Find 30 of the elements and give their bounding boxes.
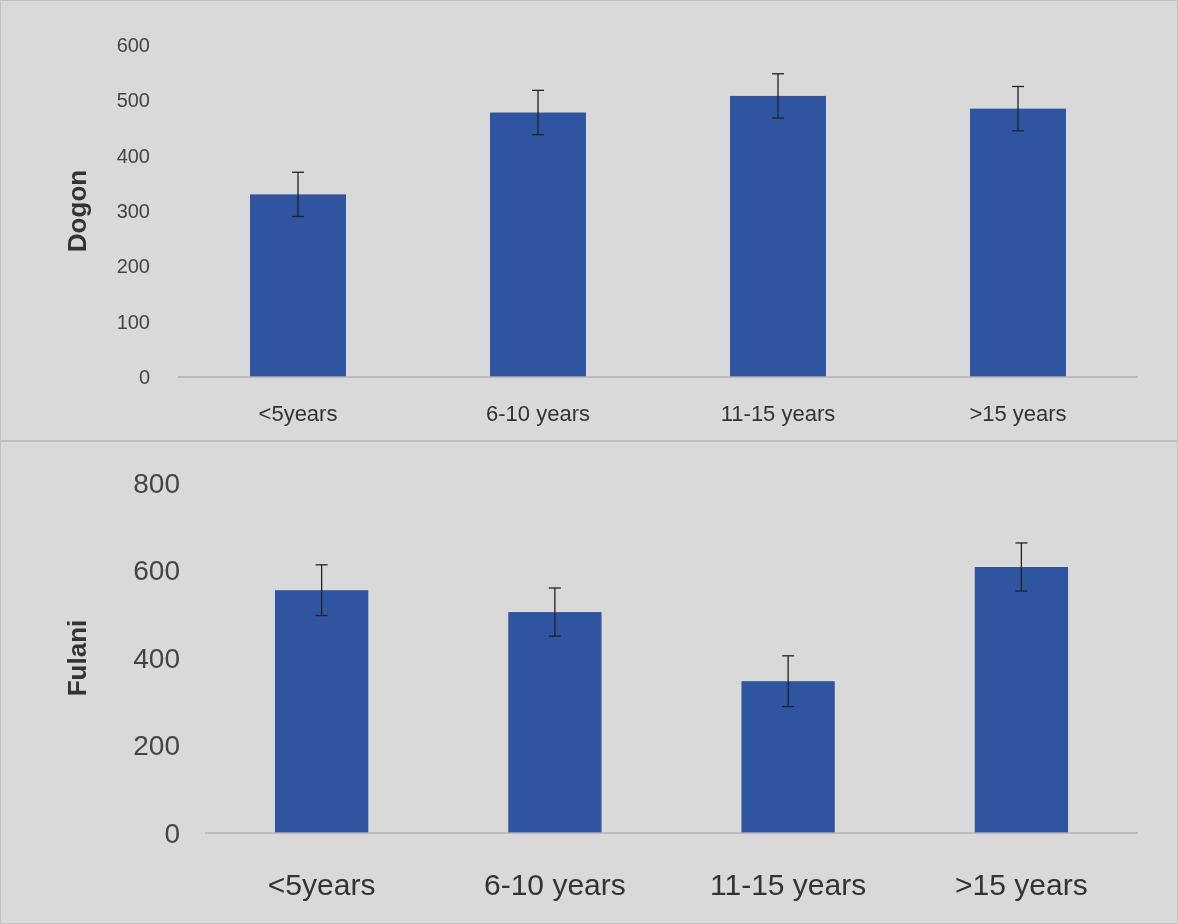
x-tick-label: 11-15 years [720, 401, 836, 426]
y-axis-title: Dogon [62, 169, 92, 253]
bar [741, 681, 835, 833]
y-tick-label: 300 [116, 200, 150, 222]
x-tick-label: >15 years [955, 868, 1088, 901]
y-tick-label: 0 [138, 366, 150, 388]
x-tick-label: <5years [258, 401, 338, 426]
bar [974, 567, 1069, 833]
bar [250, 194, 346, 377]
x-tick-label: <5years [267, 868, 376, 901]
bar [490, 112, 586, 377]
y-axis-title: Fulani [62, 619, 92, 697]
bar [730, 95, 826, 377]
x-tick-label: 6-10 years [484, 868, 626, 901]
y-tick-label: 600 [133, 555, 180, 587]
x-tick-label: 6-10 years [486, 401, 590, 426]
y-tick-label: 800 [133, 467, 180, 499]
y-tick-label: 600 [116, 34, 150, 56]
y-tick-label: 100 [116, 310, 150, 333]
bar [508, 612, 602, 833]
bar [274, 590, 369, 833]
y-tick-label: 200 [116, 255, 150, 278]
y-tick-label: 400 [116, 144, 150, 167]
y-tick-label: 500 [116, 89, 150, 112]
y-tick-label: 0 [164, 817, 180, 849]
x-tick-label: >15 years [969, 401, 1067, 426]
x-tick-label: 11-15 years [710, 868, 867, 901]
y-tick-label: 200 [133, 730, 180, 762]
y-tick-label: 400 [133, 642, 180, 674]
bar [970, 108, 1066, 377]
